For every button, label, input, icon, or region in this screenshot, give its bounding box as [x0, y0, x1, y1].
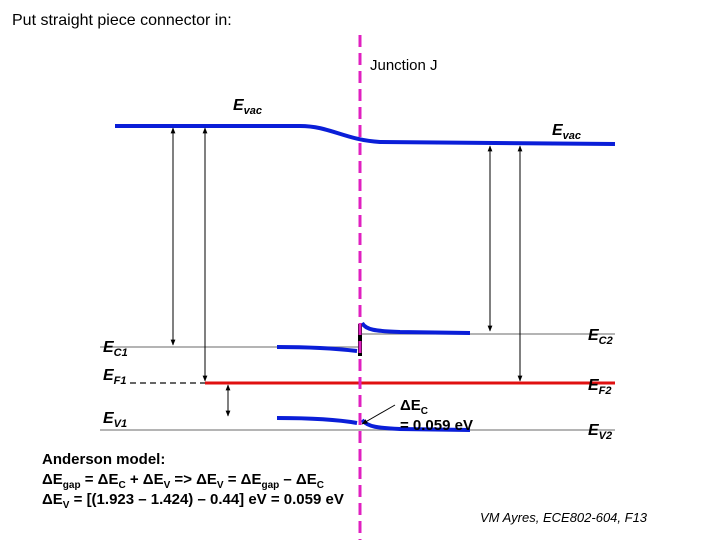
ev2-label: EV2	[588, 422, 612, 442]
sub: vac	[244, 105, 262, 117]
model-heading: Anderson model:	[42, 451, 165, 468]
main: E	[588, 327, 600, 344]
evac-right-label: Evac	[552, 122, 581, 142]
eq-text: = ΔE	[224, 471, 262, 488]
main: E	[103, 410, 115, 427]
eq-text: – ΔE	[279, 471, 316, 488]
eq-sub: gap	[63, 480, 81, 491]
ec1-band	[276, 345, 358, 353]
main: E	[588, 422, 600, 439]
sub: C1	[114, 347, 128, 359]
eq-text: = ΔE	[81, 471, 119, 488]
eq-sub: C	[317, 480, 324, 491]
equation: ΔEV = [(1.923 – 1.424) – 0.44] eV = 0.05…	[42, 491, 344, 511]
title: Put straight piece connector in:	[12, 12, 232, 29]
sub: V2	[599, 430, 612, 442]
equation: ΔEgap = ΔEC + ΔEV => ΔEV = ΔEgap – ΔEC	[42, 471, 324, 491]
ec2-band	[360, 321, 471, 335]
main: E	[103, 367, 115, 384]
ef1-label: EF1	[103, 367, 127, 387]
eq-sub: gap	[261, 480, 279, 491]
ev1-label: EV1	[103, 410, 127, 430]
ef2-label: EF2	[588, 377, 612, 397]
main: E	[552, 122, 564, 139]
evac-band	[115, 124, 616, 146]
ec2-label: EC2	[588, 327, 613, 347]
sub: F1	[114, 375, 127, 387]
main: E	[103, 339, 115, 356]
main: E	[233, 97, 245, 114]
eq-text: ΔE	[42, 471, 63, 488]
junction-label: Junction J	[370, 57, 438, 74]
sub: vac	[563, 130, 581, 142]
delta-ec-value: = 0.059 eV	[400, 417, 473, 434]
sub: F2	[599, 385, 612, 397]
sub: V1	[114, 418, 127, 430]
ev1-band	[276, 416, 358, 425]
eq-text: + ΔE	[126, 471, 164, 488]
eq-sub: V	[217, 480, 224, 491]
main: E	[588, 377, 600, 394]
evac-left-label: Evac	[233, 97, 262, 117]
delta-ec-label: ΔEC	[400, 397, 428, 417]
eq-text: = [(1.923 – 1.424) – 0.44] eV = 0.059 eV	[69, 491, 343, 508]
credit: VM Ayres, ECE802-604, F13	[480, 510, 648, 525]
sub: C	[421, 406, 428, 417]
main: ΔE	[400, 397, 421, 414]
eq-sub: V	[164, 480, 171, 491]
eq-sub: V	[63, 500, 70, 511]
ec1-label: EC1	[103, 339, 128, 359]
eq-text: ΔE	[42, 491, 63, 508]
eq-sub: C	[118, 480, 125, 491]
sub: C2	[599, 335, 613, 347]
arrow	[361, 404, 396, 425]
eq-text: => ΔE	[170, 471, 217, 488]
